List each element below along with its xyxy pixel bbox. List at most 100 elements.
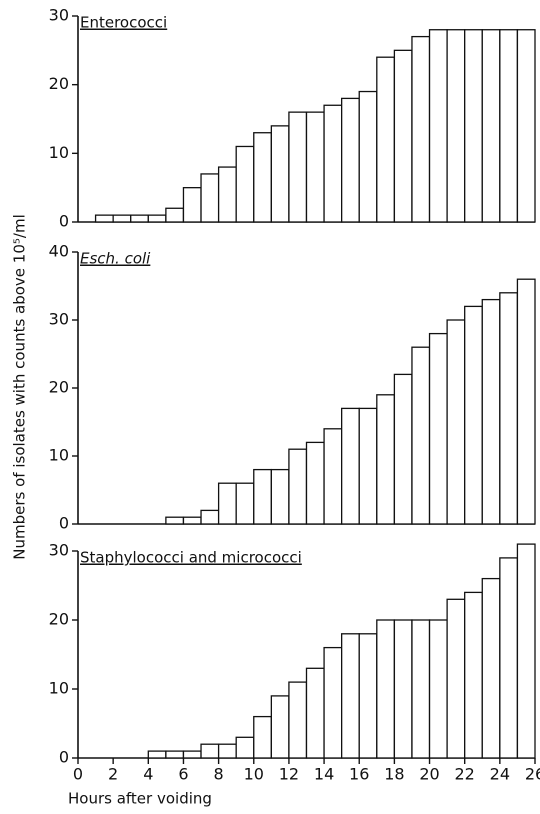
bar bbox=[376, 56, 396, 223]
bar bbox=[323, 646, 343, 759]
bar bbox=[341, 97, 360, 223]
x-tick-label: 4 bbox=[143, 765, 153, 784]
x-axis-label: Hours after voiding bbox=[68, 790, 212, 808]
x-tick-label: 26 bbox=[525, 765, 540, 784]
bar bbox=[200, 509, 220, 525]
bar bbox=[112, 214, 132, 223]
x-tick-label: 16 bbox=[349, 765, 369, 784]
bar bbox=[253, 715, 272, 759]
bar bbox=[182, 187, 202, 223]
bar bbox=[499, 29, 519, 223]
y-tick-label: 40 bbox=[49, 242, 69, 261]
bar bbox=[323, 104, 343, 223]
bar bbox=[428, 332, 448, 525]
bar bbox=[200, 173, 220, 223]
bar bbox=[393, 49, 413, 223]
bar bbox=[270, 468, 290, 525]
panel-title: Esch. coli bbox=[80, 250, 151, 268]
bar bbox=[358, 407, 378, 525]
y-tick-label: 30 bbox=[49, 541, 69, 560]
bar bbox=[288, 681, 308, 759]
bar bbox=[428, 619, 448, 759]
y-tick-label: 20 bbox=[49, 610, 69, 629]
bar bbox=[516, 29, 536, 223]
bar bbox=[428, 29, 448, 223]
bar bbox=[305, 111, 325, 223]
bar bbox=[411, 619, 431, 759]
bar bbox=[411, 35, 431, 223]
x-tick-label: 8 bbox=[214, 765, 224, 784]
x-tick-label: 10 bbox=[244, 765, 264, 784]
bar bbox=[182, 516, 202, 525]
bar bbox=[358, 633, 378, 759]
x-tick-label: 14 bbox=[314, 765, 334, 784]
y-tick-label: 0 bbox=[59, 514, 69, 533]
x-tick-label: 0 bbox=[73, 765, 83, 784]
bar bbox=[446, 598, 466, 759]
bar bbox=[376, 394, 396, 525]
bar bbox=[341, 633, 360, 759]
x-tick-label: 6 bbox=[178, 765, 188, 784]
bar bbox=[217, 166, 237, 223]
bar bbox=[499, 292, 519, 525]
bar bbox=[270, 125, 290, 223]
bar bbox=[481, 298, 501, 525]
bar bbox=[165, 750, 185, 759]
x-tick-label: 2 bbox=[108, 765, 118, 784]
bar bbox=[464, 29, 483, 223]
bar bbox=[446, 29, 466, 223]
bar bbox=[130, 214, 149, 223]
bar bbox=[499, 557, 519, 759]
bar bbox=[200, 743, 220, 759]
bar bbox=[393, 619, 413, 759]
bar bbox=[516, 278, 536, 525]
bar bbox=[235, 145, 255, 223]
y-tick-label: 20 bbox=[49, 378, 69, 397]
bar bbox=[235, 736, 255, 759]
bar bbox=[147, 214, 167, 223]
bar bbox=[376, 619, 396, 759]
y-axis-label: Numbers of isolates with counts above 10… bbox=[11, 214, 29, 559]
bar bbox=[464, 591, 483, 759]
y-tick-label: 10 bbox=[49, 679, 69, 698]
bar bbox=[446, 319, 466, 525]
bar bbox=[411, 346, 431, 525]
bar bbox=[165, 516, 185, 525]
bar bbox=[358, 90, 378, 223]
bar bbox=[182, 750, 202, 759]
x-tick-label: 20 bbox=[419, 765, 439, 784]
y-tick-label: 20 bbox=[49, 74, 69, 93]
bar bbox=[270, 695, 290, 759]
bar bbox=[94, 214, 114, 223]
bar bbox=[253, 132, 272, 223]
bar bbox=[147, 750, 167, 759]
y-tick-label: 10 bbox=[49, 446, 69, 465]
x-tick-label: 18 bbox=[384, 765, 404, 784]
bar bbox=[341, 407, 360, 525]
y-tick-label: 0 bbox=[59, 212, 69, 231]
bar bbox=[323, 428, 343, 525]
bar bbox=[516, 543, 536, 759]
y-tick-label: 10 bbox=[49, 143, 69, 162]
bar bbox=[464, 305, 483, 525]
bar bbox=[235, 482, 255, 525]
panel-title: Enterococci bbox=[80, 14, 167, 32]
x-tick-label: 24 bbox=[490, 765, 510, 784]
x-tick-label: 22 bbox=[455, 765, 475, 784]
y-tick-label: 30 bbox=[49, 310, 69, 329]
bar bbox=[481, 29, 501, 223]
bar bbox=[217, 482, 237, 525]
y-tick-label: 30 bbox=[49, 6, 69, 25]
bar bbox=[393, 373, 413, 525]
bar bbox=[481, 577, 501, 759]
bar bbox=[217, 743, 237, 759]
bar bbox=[165, 207, 185, 223]
panel-title: Staphylococci and micrococci bbox=[80, 549, 302, 567]
y-tick-label: 0 bbox=[59, 748, 69, 767]
x-tick-label: 12 bbox=[279, 765, 299, 784]
bar bbox=[288, 448, 308, 525]
bar bbox=[305, 441, 325, 525]
bar bbox=[288, 111, 308, 223]
